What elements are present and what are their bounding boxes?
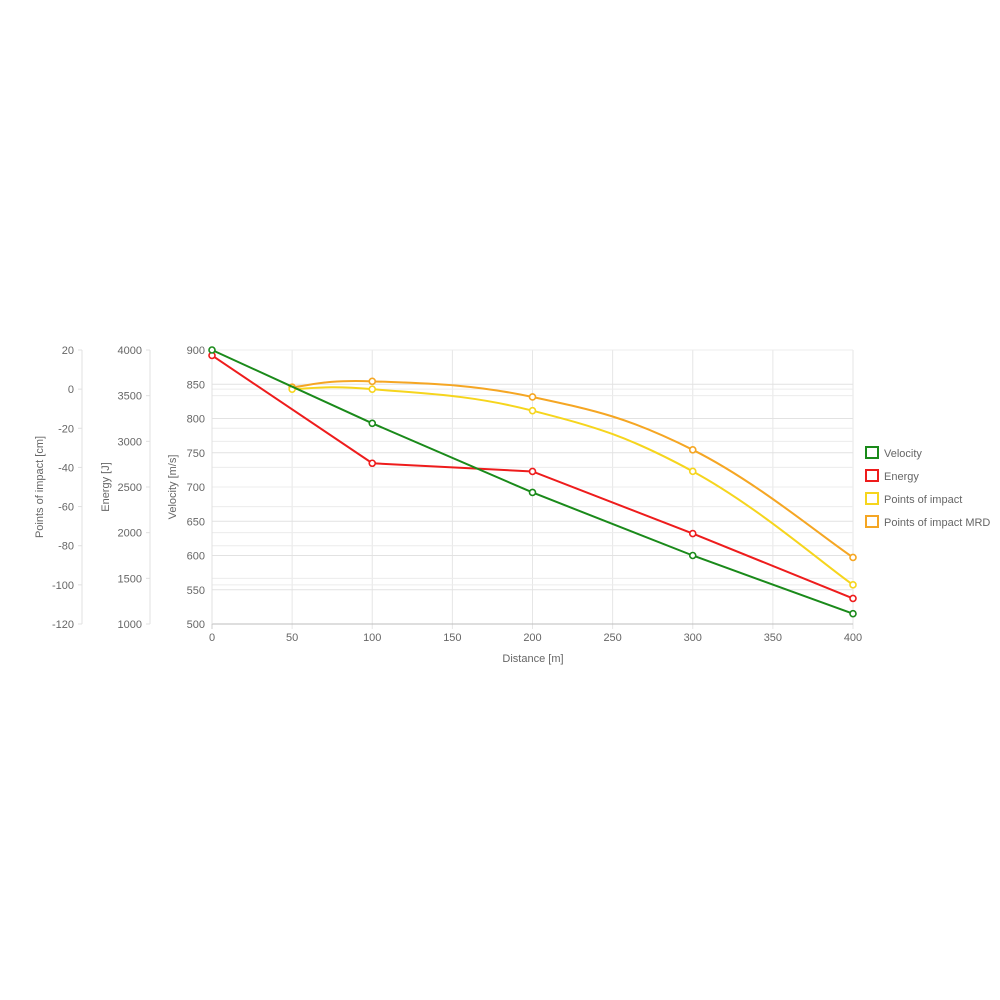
- velocity-tick-label: 850: [187, 379, 205, 391]
- velocity-tick-label: 600: [187, 551, 205, 563]
- energy-point: [528, 467, 537, 476]
- legend-label: Velocity: [884, 448, 922, 460]
- energy-point: [849, 594, 857, 603]
- points-of-impact-mrd-series: [288, 377, 857, 562]
- grid: [211, 349, 854, 629]
- impact-tick-label: -120: [52, 619, 74, 631]
- impact-tick-label: -80: [58, 541, 74, 553]
- energy-tick-label: 3000: [118, 436, 142, 448]
- energy-axis-title: Energy [J]: [100, 462, 112, 512]
- velocity-tick-label: 800: [187, 414, 205, 426]
- x-tick-label: 200: [523, 632, 541, 644]
- legend-swatch: [865, 515, 879, 528]
- x-tick-label: 150: [443, 632, 461, 644]
- legend-label: Points of impact MRD: [884, 517, 990, 529]
- velocity-point: [688, 551, 697, 560]
- legend-item-energy[interactable]: Energy: [865, 469, 919, 483]
- points-of-impact-series: [288, 385, 857, 589]
- points-of-impact-mrd-line: [292, 379, 854, 559]
- velocity-point: [208, 346, 216, 354]
- energy-tick-label: 1500: [118, 573, 142, 585]
- velocity-tick-label: 750: [187, 448, 205, 460]
- x-tick-label: 400: [844, 632, 862, 644]
- distance-axis: Distance [m] 0 50 100 150 200 250 300 350 400: [209, 632, 862, 665]
- impact-tick-label: -100: [52, 580, 74, 592]
- x-tick-label: 250: [603, 632, 621, 644]
- x-tick-label: 350: [764, 632, 782, 644]
- velocity-tick-label: 550: [187, 585, 205, 597]
- energy-tick-label: 2500: [118, 482, 142, 494]
- energy-tick-label: 1000: [118, 619, 142, 631]
- x-tick-label: 50: [286, 632, 298, 644]
- velocity-tick-label: 650: [187, 516, 205, 528]
- points-of-impact-point: [368, 385, 377, 393]
- velocity-point: [528, 488, 537, 497]
- x-tick-label: 0: [209, 632, 215, 644]
- points-of-impact-axis-title: Points of impact [cm]: [34, 436, 46, 538]
- velocity-point: [849, 609, 857, 618]
- axes: Points of impact [cm] -120 -100 -80 -60 -40 -…: [34, 345, 862, 665]
- points-of-impact-mrd-point: [528, 393, 537, 401]
- points-of-impact-point: [528, 406, 537, 415]
- energy-tick-label: 4000: [118, 345, 142, 357]
- points-of-impact-mrd-point: [368, 377, 377, 386]
- energy-point: [368, 459, 377, 468]
- legend-swatch: [865, 469, 879, 482]
- distance-axis-title: Distance [m]: [502, 653, 563, 665]
- impact-tick-label: -20: [58, 423, 74, 435]
- series: [208, 346, 857, 618]
- legend-item-velocity[interactable]: Velocity: [865, 446, 922, 460]
- velocity-tick-label: 500: [187, 619, 205, 631]
- points-of-impact-point: [688, 467, 697, 476]
- energy-tick-label: 2000: [118, 528, 142, 540]
- legend-label: Points of impact: [884, 494, 962, 506]
- velocity-series: [208, 346, 857, 618]
- points-of-impact-point: [849, 581, 857, 589]
- points-of-impact-mrd-point: [849, 553, 857, 562]
- velocity-point: [368, 419, 377, 428]
- legend-swatch: [865, 446, 879, 459]
- impact-tick-label: -40: [58, 462, 74, 474]
- impact-tick-label: 0: [68, 384, 74, 396]
- legend-item-points-of-impact-mrd[interactable]: Points of impact MRD: [865, 515, 990, 529]
- energy-point: [688, 529, 697, 538]
- points-of-impact-axis: Points of impact [cm] -120 -100 -80 -60 -40 -…: [34, 345, 83, 631]
- points-of-impact-mrd-point: [688, 446, 697, 454]
- legend: Velocity Energy Points of impact Points of …: [865, 446, 990, 529]
- velocity-tick-label: 900: [187, 345, 205, 357]
- impact-tick-label: -60: [58, 502, 74, 514]
- legend-item-points-of-impact[interactable]: Points of impact: [865, 492, 962, 506]
- energy-tick-label: 3500: [118, 391, 142, 403]
- impact-tick-label: 20: [62, 345, 74, 357]
- velocity-axis: Velocity [m/s] 500 550 600 650 700 750 800 850 9…: [167, 345, 213, 631]
- x-tick-label: 300: [684, 632, 702, 644]
- velocity-tick-label: 700: [187, 482, 205, 494]
- legend-label: Energy: [884, 471, 919, 483]
- x-tick-label: 100: [363, 632, 381, 644]
- velocity-axis-title: Velocity [m/s]: [167, 455, 179, 520]
- energy-axis: Energy [J] 1000 1500 2000 2500 3000 3500 4000: [100, 345, 151, 631]
- legend-swatch: [865, 492, 879, 505]
